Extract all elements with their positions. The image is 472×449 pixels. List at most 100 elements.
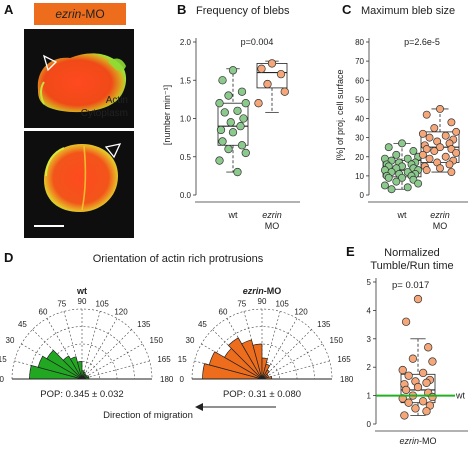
pop-wt: POP: 0.345 ± 0.032 xyxy=(40,389,123,400)
panel-b-wt-point xyxy=(241,148,250,158)
panel-c-ezrin-point xyxy=(436,164,444,173)
panel-c: C Maximum bleb size p=2.6e-5 [%] of proj… xyxy=(335,2,468,231)
rose-wt-angle-label: 135 xyxy=(137,320,151,329)
panel-e-wt-label: wt xyxy=(455,391,465,401)
panel-c-ezrin-point xyxy=(418,150,427,159)
panel-c-wt-point xyxy=(414,179,423,188)
arrowhead-marker-bottom xyxy=(104,143,122,159)
panel-c-ezrin-point xyxy=(430,124,439,133)
panel-b-wt-point xyxy=(233,106,242,115)
rose-ezrin-angle-label: 30 xyxy=(186,336,195,345)
panel-b-wt-point xyxy=(216,125,226,135)
panel-b-ezrin-point xyxy=(280,87,289,96)
panel-e-ezrin-point xyxy=(401,317,411,326)
panel-c-ezrin-point xyxy=(422,166,431,175)
rose-ezrin-grid-arc xyxy=(209,326,315,380)
panel-b-plot xyxy=(215,59,289,177)
panel-label-e: E xyxy=(346,244,355,259)
panel-c-ezrin-point xyxy=(425,133,434,142)
panel-e-y-tick-label: 0 xyxy=(367,420,372,429)
panel-b-xlabel-ezrin: ezrin xyxy=(262,210,282,220)
panel-b-ezrin-point xyxy=(263,79,272,89)
panel-c-ezrin-point xyxy=(447,118,456,127)
panel-b-wt-point xyxy=(215,99,224,108)
rose-wt-angle-label: 60 xyxy=(39,307,48,316)
panel-b-wt-point xyxy=(226,118,235,127)
panel-e-xlabel: ezrin-MO xyxy=(399,436,436,446)
panel-d-left-title: wt xyxy=(76,286,87,296)
panel-b-wt-point xyxy=(224,91,233,100)
panel-a-header-italic: ezrin xyxy=(55,7,81,21)
panel-b-wt-point xyxy=(233,167,242,177)
panel-e-y-tick-label: 2 xyxy=(367,363,372,372)
panel-c-ezrin-point xyxy=(452,127,461,136)
panel-a-header-rest: -MO xyxy=(81,7,104,21)
panel-b-y-tick-label: 1.5 xyxy=(180,76,192,85)
rose-wt-angle-label: 180 xyxy=(160,375,174,384)
migration-label: Direction of migration xyxy=(103,410,193,421)
panel-d-right-title-rest: -MO xyxy=(264,286,282,296)
panel-b-ezrin-point xyxy=(257,64,266,73)
rose-wt-angle-label: 15 xyxy=(0,355,7,364)
panel-e-y-tick-label: 1 xyxy=(367,392,372,401)
panel-e-ezrin-point xyxy=(408,354,418,363)
panel-d: D Orientation of actin rich protrusions … xyxy=(0,250,354,421)
panel-b-pvalue: p=0.004 xyxy=(241,37,274,47)
rose-ezrin-angle-label: 120 xyxy=(294,307,308,316)
cell-bottom-blob xyxy=(44,144,118,212)
panel-c-wt-point xyxy=(398,139,406,148)
panel-b-y-axis: 0.0 0.5 1.0 1.5 2.0 xyxy=(180,38,197,200)
panel-b-wt-point xyxy=(215,156,224,165)
rose-wt-grid-spoke xyxy=(81,329,132,380)
panel-e-y-axis: 0 1 2 3 4 5 xyxy=(367,278,377,429)
panel-e-ezrin-point xyxy=(422,378,431,387)
rose-ezrin-bin xyxy=(241,339,263,380)
rose-wt-grid-spoke xyxy=(81,343,143,380)
panel-c-wt-point xyxy=(398,173,406,182)
panel-a: A ezrin-MO Actin Cytoplasm xyxy=(4,2,134,238)
panel-c-pvalue: p=2.6e-5 xyxy=(404,37,440,47)
panel-c-y-tick-label: 70 xyxy=(355,57,364,66)
panel-d-right-title-italic: ezrin xyxy=(243,286,265,296)
rose-wt-angle-label: 90 xyxy=(78,297,87,306)
panel-c-y-tick-label: 80 xyxy=(355,38,364,47)
panel-e-xlabel-italic: ezrin xyxy=(399,436,419,446)
panel-c-wt-point xyxy=(403,183,412,192)
panel-b-ylabel: [number min⁻¹] xyxy=(162,85,172,145)
panel-b-xlabel-wt: wt xyxy=(228,210,238,220)
panel-e-ezrin-point xyxy=(413,294,423,304)
panel-label-b: B xyxy=(177,2,186,17)
panel-b-wt-point xyxy=(237,87,247,96)
panel-b-title: Frequency of blebs xyxy=(196,5,290,17)
panel-e-pvalue: p= 0.017 xyxy=(392,280,429,291)
rose-wt-angle-label: 165 xyxy=(157,355,171,364)
panel-e: E Normalized Tumble/Run time p= 0.017 0 1… xyxy=(346,244,468,446)
panel-b-wt-point xyxy=(239,114,248,123)
rose-wt-bin xyxy=(37,355,83,380)
panel-c-wt-point xyxy=(403,154,412,163)
panel-b-wt-point xyxy=(228,66,238,75)
panel-c-ezrin-point xyxy=(445,160,454,169)
rose-wt-bin xyxy=(62,355,83,380)
panel-c-wt-point xyxy=(380,181,389,190)
rose-wt-bin xyxy=(46,349,83,380)
rose-wt-grid-arc xyxy=(29,326,135,380)
rose-wt-angle-label: 120 xyxy=(114,307,128,316)
panel-c-ezrin-point xyxy=(452,148,461,157)
panel-c-y-tick-label: 60 xyxy=(355,76,364,85)
panel-b: B Frequency of blebs p=0.004 [number min… xyxy=(162,2,300,231)
panel-e-ezrin-point xyxy=(413,382,423,392)
panel-c-ezrin-point xyxy=(422,110,431,119)
panel-c-ylabel: [%] of proj. cell surface xyxy=(335,69,345,160)
legend-cytoplasm: Cytoplasm xyxy=(81,108,128,119)
rose-wt-bin xyxy=(77,361,83,380)
panel-d-right-title: ezrin-MO xyxy=(243,286,282,296)
panel-c-y-tick-label: 40 xyxy=(355,115,364,124)
pop-ezrin: POP: 0.31 ± 0.080 xyxy=(223,389,301,400)
rose-wt-angle-label: 105 xyxy=(96,300,110,309)
rose-ezrin-angle-label: 180 xyxy=(340,375,354,384)
rose-ezrin-angle-label: 165 xyxy=(337,355,351,364)
panel-c-xlabel-wt: wt xyxy=(397,210,407,220)
